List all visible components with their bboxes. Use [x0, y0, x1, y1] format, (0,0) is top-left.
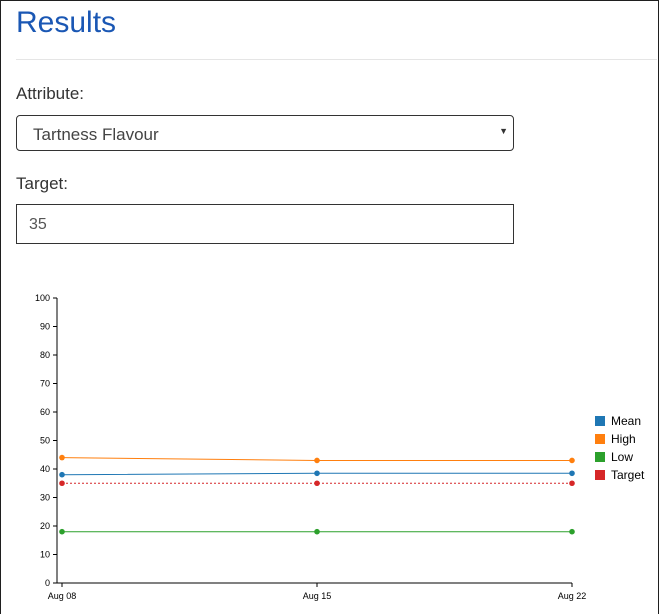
y-tick-label: 30 — [40, 493, 50, 503]
attribute-label: Attribute: — [16, 84, 85, 103]
data-point-mean — [59, 471, 65, 478]
x-tick-label: Aug 22 — [558, 591, 587, 601]
attribute-select[interactable]: Tartness Flavour ▼ — [16, 115, 514, 151]
target-input[interactable]: 35 — [16, 204, 514, 244]
data-point-low — [314, 528, 320, 535]
y-tick-label: 0 — [45, 578, 50, 588]
y-tick-label: 60 — [40, 407, 50, 417]
x-tick-label: Aug 15 — [303, 591, 332, 601]
legend-label-low: Low — [611, 450, 633, 464]
legend-swatch-high — [595, 434, 605, 444]
y-tick-label: 50 — [40, 436, 50, 446]
data-point-mean — [569, 470, 575, 477]
target-input-value: 35 — [29, 216, 47, 233]
legend-swatch-mean — [595, 416, 605, 426]
data-point-target — [314, 480, 320, 487]
data-point-target — [569, 480, 575, 487]
page-title: Results — [16, 6, 117, 39]
y-tick-label: 40 — [40, 464, 50, 474]
data-point-high — [59, 454, 65, 461]
legend-swatch-target — [595, 470, 605, 480]
chevron-down-icon: ▼ — [499, 126, 508, 136]
y-tick-label: 10 — [40, 550, 50, 560]
y-tick-label: 70 — [40, 379, 50, 389]
legend-label-target: Target — [611, 468, 645, 482]
y-tick-label: 100 — [35, 293, 50, 303]
data-point-low — [569, 528, 575, 535]
y-tick-label: 80 — [40, 350, 50, 360]
results-chart: 0 10 20 30 40 50 60 70 80 90 100 Aug 08 Aug 15 Aug 22… — [35, 293, 645, 601]
data-point-low — [59, 528, 65, 535]
divider — [16, 59, 657, 60]
attribute-select-value: Tartness Flavour — [33, 125, 159, 144]
legend-label-high: High — [611, 432, 636, 446]
legend-label-mean: Mean — [611, 414, 641, 428]
data-point-mean — [314, 470, 320, 477]
y-tick-label: 90 — [40, 322, 50, 332]
y-tick-label: 20 — [40, 521, 50, 531]
data-point-target — [59, 480, 65, 487]
x-tick-label: Aug 08 — [48, 591, 77, 601]
target-label: Target: — [16, 174, 68, 193]
data-point-high — [569, 457, 575, 464]
legend-swatch-low — [595, 452, 605, 462]
data-point-high — [314, 457, 320, 464]
